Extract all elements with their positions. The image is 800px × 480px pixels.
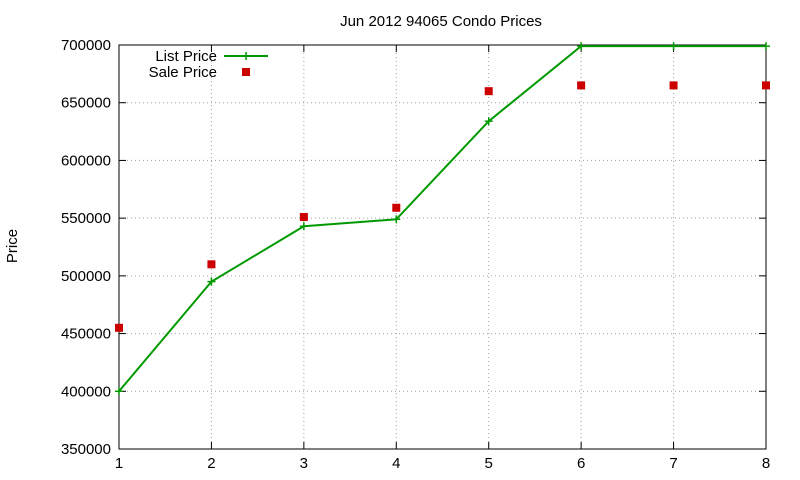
sale-price-point <box>762 81 770 90</box>
legend-marker <box>242 52 250 60</box>
sale-price-point <box>392 203 401 212</box>
sale-price-series <box>115 81 770 332</box>
list-price-point <box>762 42 770 51</box>
sale-price-point <box>669 81 678 90</box>
x-axis: 1 2 3 4 5 6 7 8 <box>115 45 770 472</box>
x-tick-label: 5 <box>485 455 493 472</box>
y-tick-label: 700000 <box>61 37 111 54</box>
sale-price-point <box>207 260 216 269</box>
x-tick-label: 1 <box>115 455 123 472</box>
legend-marker <box>242 68 250 76</box>
x-tick-label: 3 <box>300 455 308 472</box>
sale-price-point <box>484 87 493 96</box>
plot-frame <box>118 44 767 450</box>
y-tick-label: 650000 <box>61 95 111 112</box>
y-tick-label: 350000 <box>61 441 111 458</box>
plot-border <box>118 44 767 450</box>
x-tick-label: 2 <box>207 455 215 472</box>
y-tick-label: 500000 <box>61 268 111 285</box>
y-tick-label: 600000 <box>61 152 111 169</box>
y-tick-label: 550000 <box>61 210 111 227</box>
sale-price-point <box>115 323 123 332</box>
x-tick-label: 8 <box>762 455 770 472</box>
list-price-point <box>207 277 216 286</box>
list-price-point <box>669 42 678 51</box>
sale-price-point <box>577 81 586 90</box>
list-price-point <box>299 222 308 231</box>
y-tick-label: 450000 <box>61 326 111 343</box>
list-price-line <box>118 45 766 392</box>
grid <box>119 45 766 449</box>
chart-title: Jun 2012 94065 Condo Prices <box>340 13 542 30</box>
list-price-series <box>115 42 770 396</box>
x-tick-label: 6 <box>577 455 585 472</box>
sale-price-point <box>299 212 308 221</box>
x-tick-label: 4 <box>392 455 400 472</box>
y-tick-label: 400000 <box>61 383 111 400</box>
list-price-point <box>577 42 586 51</box>
legend-item-list-price: List Price <box>155 48 268 65</box>
legend-item-sale-price: Sale Price <box>149 64 250 81</box>
legend-label: List Price <box>155 48 217 65</box>
list-price-point <box>392 215 401 224</box>
y-axis-label: Price <box>4 229 21 263</box>
list-price-point <box>115 387 123 396</box>
legend-label: Sale Price <box>149 64 217 81</box>
series-group <box>115 42 770 396</box>
y-axis: 350000 400000 450000 500000 550000 600000 6500… <box>61 37 766 458</box>
list-price-point <box>484 117 493 126</box>
x-tick-label: 7 <box>669 455 677 472</box>
